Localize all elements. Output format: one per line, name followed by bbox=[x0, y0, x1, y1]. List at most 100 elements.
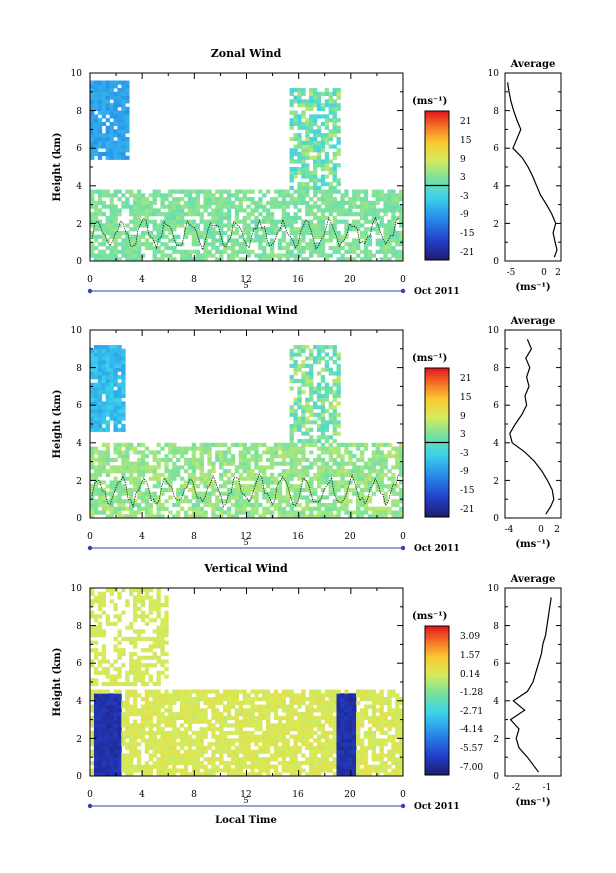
heatmap-cell bbox=[309, 450, 314, 455]
heatmap-cell bbox=[297, 136, 302, 142]
heatmap-cell bbox=[195, 223, 200, 228]
heatmap-cell bbox=[203, 499, 208, 504]
heatmap-cell bbox=[230, 772, 236, 777]
heatmap-cell bbox=[183, 461, 189, 466]
heatmap-cell bbox=[301, 238, 306, 243]
heatmap-cell bbox=[168, 227, 173, 232]
heatmap-cell bbox=[90, 693, 95, 698]
heatmap-cell bbox=[203, 197, 208, 202]
heatmap-cell bbox=[113, 659, 118, 664]
heatmap-cell bbox=[250, 487, 255, 493]
average-y-tick-label: 4 bbox=[493, 439, 499, 449]
heatmap-cell bbox=[144, 197, 150, 202]
heatmap-cell bbox=[219, 457, 224, 462]
heatmap-cell bbox=[367, 249, 373, 254]
heatmap-cell bbox=[156, 693, 161, 698]
heatmap-cell bbox=[309, 103, 314, 108]
heatmap-cell bbox=[258, 234, 263, 239]
heatmap-cell bbox=[101, 506, 107, 511]
heatmap-cell bbox=[344, 249, 349, 254]
heatmap-cell bbox=[207, 442, 212, 447]
heatmap-cell bbox=[133, 469, 138, 474]
heatmap-cell bbox=[324, 197, 330, 202]
heatmap-cell bbox=[136, 465, 142, 470]
heatmap-cell bbox=[144, 591, 150, 596]
heatmap-cell bbox=[176, 208, 181, 213]
heatmap-cell bbox=[266, 491, 271, 496]
heatmap-cell bbox=[215, 212, 220, 217]
heatmap-cell bbox=[152, 682, 157, 687]
heatmap-cell bbox=[348, 200, 353, 205]
heatmap-cell bbox=[230, 249, 236, 254]
heatmap-cell bbox=[285, 257, 290, 262]
heatmap-cell bbox=[164, 738, 169, 743]
heatmap-cell bbox=[117, 697, 122, 702]
heatmap-cell bbox=[340, 219, 345, 224]
heatmap-cell bbox=[176, 502, 181, 508]
heatmap-cell bbox=[93, 348, 99, 353]
heatmap-cell bbox=[266, 697, 271, 702]
heatmap-cell bbox=[293, 121, 298, 127]
heatmap-cell bbox=[305, 103, 310, 108]
heatmap-cell bbox=[324, 174, 330, 179]
heatmap-cell bbox=[160, 772, 165, 777]
heatmap-cell bbox=[152, 476, 157, 481]
heatmap-cell bbox=[254, 446, 259, 451]
heatmap-cell bbox=[316, 693, 322, 698]
colorbar-segment bbox=[425, 385, 449, 389]
heatmap-cell bbox=[324, 446, 330, 451]
heatmap-cell bbox=[352, 257, 357, 262]
heatmap-cell bbox=[226, 723, 232, 728]
heatmap-cell bbox=[117, 704, 122, 709]
heatmap-cell bbox=[250, 734, 255, 739]
heatmap-cell bbox=[219, 461, 224, 466]
heatmap-cell bbox=[117, 674, 122, 679]
colorbar-segment bbox=[425, 507, 449, 511]
heatmap-cell bbox=[316, 689, 322, 694]
heatmap-cell bbox=[101, 599, 107, 604]
heatmap-cell bbox=[277, 715, 283, 720]
heatmap-cell bbox=[328, 144, 333, 149]
heatmap-cell bbox=[266, 212, 271, 217]
heatmap-cell bbox=[324, 480, 330, 485]
heatmap-cell bbox=[93, 450, 99, 455]
heatmap-cell bbox=[356, 189, 361, 194]
heatmap-cell bbox=[109, 738, 114, 743]
heatmap-cell bbox=[375, 469, 380, 474]
heatmap-cell bbox=[395, 234, 400, 239]
heatmap-cell bbox=[97, 219, 103, 224]
heatmap-cell bbox=[332, 249, 337, 254]
heatmap-cell bbox=[199, 734, 204, 739]
heatmap-cell bbox=[289, 125, 294, 130]
heatmap-cell bbox=[313, 148, 318, 153]
heatmap-cell bbox=[395, 238, 400, 243]
heatmap-cell bbox=[332, 499, 337, 504]
heatmap-cell bbox=[301, 174, 306, 179]
heatmap-cell bbox=[93, 465, 99, 470]
heatmap-cell bbox=[305, 745, 310, 751]
heatmap-cell bbox=[191, 753, 197, 758]
heatmap-cell bbox=[352, 223, 357, 228]
heatmap-cell bbox=[105, 151, 110, 157]
heatmap-cell bbox=[383, 204, 388, 209]
heatmap-cell bbox=[191, 502, 197, 508]
heatmap-cell bbox=[320, 345, 326, 350]
x-tick-label: 0 bbox=[400, 275, 406, 285]
heatmap-cell bbox=[367, 465, 373, 470]
heatmap-cell bbox=[313, 420, 318, 425]
heatmap-cell bbox=[316, 133, 322, 138]
heatmap-cell bbox=[226, 204, 232, 209]
heatmap-cell bbox=[363, 484, 369, 489]
heatmap-cell bbox=[93, 424, 99, 429]
heatmap-cell bbox=[105, 84, 110, 89]
heatmap-cell bbox=[262, 734, 267, 739]
heatmap-cell bbox=[97, 405, 103, 410]
heatmap-cell bbox=[336, 495, 341, 500]
heatmap-cell bbox=[219, 715, 224, 720]
heatmap-cell bbox=[309, 408, 314, 414]
heatmap-cell bbox=[313, 753, 318, 758]
heatmap-cell bbox=[336, 234, 341, 239]
heatmap-cell bbox=[140, 442, 146, 447]
heatmap-cell bbox=[340, 772, 345, 777]
heatmap-cell bbox=[371, 510, 377, 515]
